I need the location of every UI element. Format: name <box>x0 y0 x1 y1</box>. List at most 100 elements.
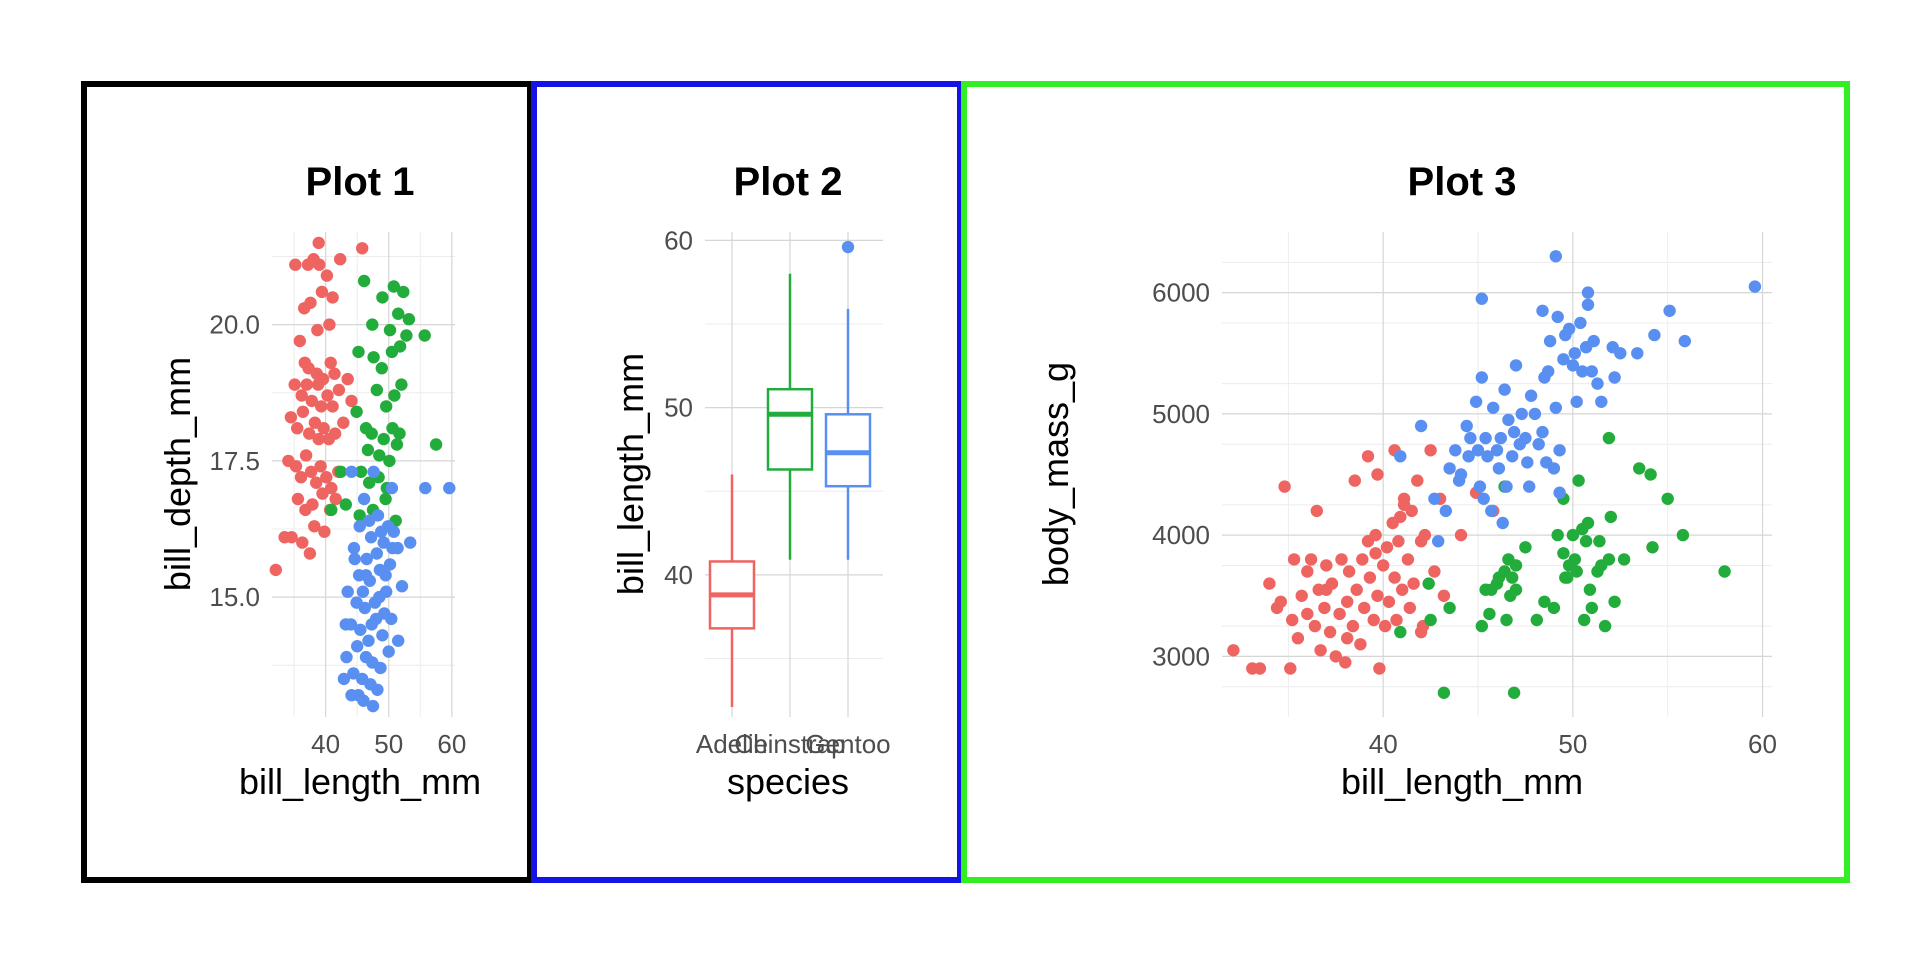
point-gentoo <box>387 525 400 538</box>
point-chinstrap <box>1644 468 1657 481</box>
point-gentoo <box>1528 407 1542 421</box>
point-adelie <box>1342 565 1356 578</box>
point-gentoo <box>357 492 371 506</box>
point-gentoo <box>1502 413 1515 427</box>
point-gentoo <box>1462 450 1475 463</box>
point-adelie <box>1371 589 1384 602</box>
x-tick-label: 60 <box>437 729 466 759</box>
point-chinstrap <box>1509 583 1523 596</box>
y-tick-label: 3000 <box>1152 641 1210 671</box>
point-chinstrap <box>1422 577 1435 590</box>
point-gentoo <box>1414 419 1428 433</box>
plot3-y-label: body_mass_g <box>1035 362 1076 586</box>
point-gentoo <box>1428 492 1441 505</box>
point-adelie <box>332 383 346 397</box>
point-gentoo <box>1515 407 1528 421</box>
point-chinstrap <box>1602 553 1616 566</box>
point-adelie <box>356 242 369 255</box>
point-chinstrap <box>400 329 413 342</box>
point-adelie <box>326 291 339 304</box>
plot1-panel: Plot 1 40 50 60 15.0 17.5 20.0 bill_length_m… <box>81 81 533 883</box>
point-chinstrap <box>1579 535 1593 548</box>
point-chinstrap <box>395 378 408 391</box>
point-adelie <box>294 471 308 484</box>
point-gentoo <box>1443 462 1456 475</box>
point-gentoo <box>1553 444 1566 457</box>
point-chinstrap <box>1598 619 1612 633</box>
point-adelie <box>293 334 306 348</box>
point-adelie <box>308 520 321 533</box>
point-gentoo <box>354 623 367 636</box>
y-tick-label: 50 <box>664 393 693 423</box>
point-gentoo <box>1454 468 1468 481</box>
point-gentoo <box>1549 250 1563 263</box>
point-chinstrap <box>1581 516 1595 530</box>
point-chinstrap <box>375 362 388 375</box>
point-adelie <box>337 416 350 429</box>
point-gentoo <box>370 547 383 560</box>
point-adelie <box>1253 662 1267 675</box>
point-chinstrap <box>1593 535 1606 548</box>
point-chinstrap <box>392 307 405 320</box>
point-adelie <box>1333 607 1346 621</box>
point-adelie <box>1377 559 1390 572</box>
plot1-y-label: bill_depth_mm <box>157 357 198 591</box>
point-gentoo <box>351 640 364 653</box>
point-adelie <box>1454 528 1468 542</box>
point-gentoo <box>362 634 375 647</box>
point-adelie <box>334 253 347 266</box>
point-gentoo <box>373 590 386 604</box>
point-gentoo <box>1536 425 1549 439</box>
point-gentoo <box>386 541 399 555</box>
point-gentoo <box>1523 480 1536 493</box>
point-chinstrap <box>353 509 366 522</box>
point-adelie <box>1369 528 1382 542</box>
point-adelie <box>320 269 334 282</box>
x-tick-label: Adelie <box>696 729 768 759</box>
point-gentoo <box>374 661 387 675</box>
plot3-points <box>1227 250 1762 699</box>
point-chinstrap <box>1718 565 1731 578</box>
point-adelie <box>313 258 326 271</box>
point-adelie <box>1318 601 1331 615</box>
point-chinstrap <box>1646 541 1659 554</box>
point-chinstrap <box>1608 595 1621 608</box>
point-gentoo <box>1487 401 1500 414</box>
point-adelie <box>1371 468 1384 481</box>
point-gentoo <box>375 525 388 538</box>
point-adelie <box>295 389 308 402</box>
point-adelie <box>1350 583 1363 596</box>
point-adelie <box>324 356 337 369</box>
point-chinstrap <box>363 476 376 489</box>
point-gentoo <box>1460 419 1473 433</box>
plot3-panel: Plot 3 40 50 60 3000 4000 5000 6000 bill_leng… <box>961 81 1850 883</box>
point-chinstrap <box>383 454 396 468</box>
plot2-border <box>531 81 963 883</box>
point-adelie <box>1418 528 1432 542</box>
x-tick-label: 60 <box>1748 729 1777 759</box>
point-chinstrap <box>366 318 379 331</box>
point-adelie <box>1437 589 1451 602</box>
point-gentoo <box>1574 316 1587 330</box>
point-gentoo <box>352 689 365 702</box>
point-gentoo <box>1473 480 1487 493</box>
point-adelie <box>345 394 358 408</box>
point-gentoo <box>1557 353 1570 366</box>
point-chinstrap <box>1585 601 1599 615</box>
point-adelie <box>311 378 325 391</box>
point-adelie <box>1329 650 1343 663</box>
point-adelie <box>1263 577 1276 590</box>
point-chinstrap <box>418 329 431 342</box>
y-tick-label: 20.0 <box>209 310 260 340</box>
x-tick-label: 40 <box>311 729 340 759</box>
point-gentoo <box>1449 444 1462 457</box>
point-gentoo <box>1506 450 1519 463</box>
point-gentoo <box>1496 516 1509 530</box>
point-chinstrap <box>429 438 443 451</box>
point-adelie <box>1369 547 1382 560</box>
point-adelie <box>326 400 339 413</box>
point-gentoo <box>371 683 384 696</box>
point-gentoo <box>1524 389 1538 402</box>
